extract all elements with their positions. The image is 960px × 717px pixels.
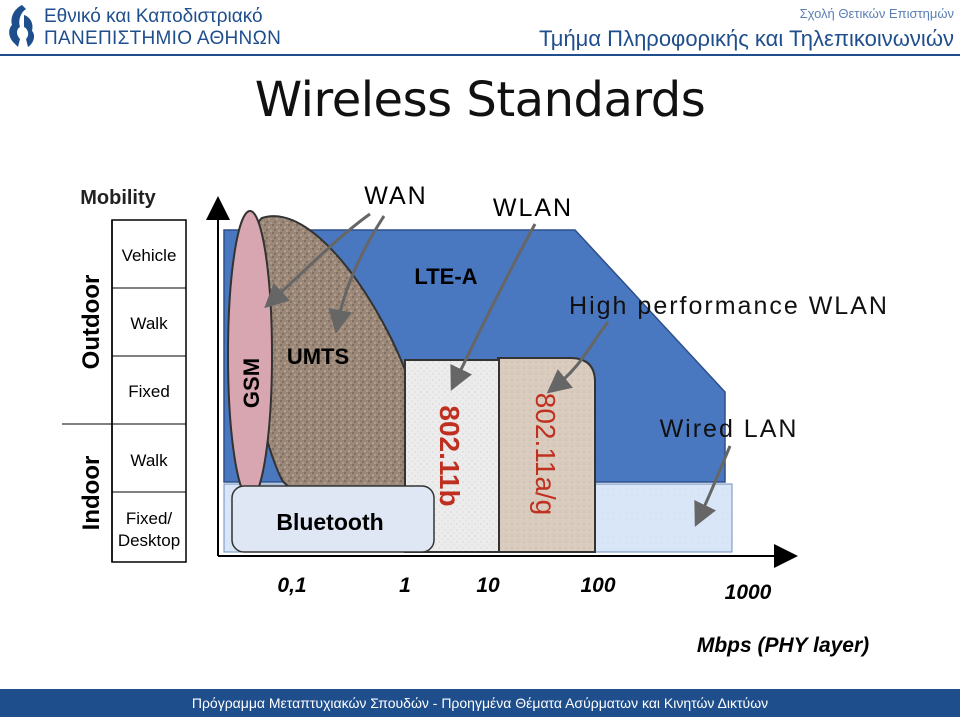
bluetooth-area	[231, 485, 435, 553]
wlan-80211ag-area	[497, 357, 596, 553]
x-tick-1: 1	[399, 574, 411, 597]
mobility-group-outdoor: Outdoor	[78, 275, 105, 370]
mobility-level-fixed-desktop-2: Desktop	[118, 531, 180, 550]
hp-wlan-label: High performance WLAN	[569, 292, 889, 320]
footer-bar: Πρόγραμμα Μεταπτυχιακών Σπουδών - Προηγμ…	[0, 689, 960, 717]
header-bar: Εθνικό και Καποδιστριακό ΠΑΝΕΠΙΣΤΗΜΙΟ ΑΘ…	[0, 0, 960, 56]
gsm-area	[227, 210, 273, 500]
wired-lan-label: Wired LAN	[660, 415, 799, 443]
bluetooth-label: Bluetooth	[276, 509, 383, 535]
university-name-line1: Εθνικό και Καποδιστριακό	[44, 6, 263, 27]
mobility-heading: Mobility	[80, 187, 156, 209]
school-name: Σχολή Θετικών Επιστημών	[799, 6, 954, 21]
mobility-level-walk-indoor: Walk	[130, 451, 168, 470]
wan-arrow-to-gsm	[264, 212, 371, 309]
wan-arrow-to-umts	[328, 215, 386, 334]
umts-label: UMTS	[287, 344, 349, 369]
x-tick-1000: 1000	[725, 581, 772, 604]
x-tick-100: 100	[580, 574, 615, 597]
mobility-level-walk-outdoor: Walk	[130, 314, 168, 333]
mobility-level-fixed-desktop-1: Fixed/	[126, 509, 173, 528]
wan-callout-label: WAN	[364, 182, 427, 210]
university-name-line2: ΠΑΝΕΠΙΣΤΗΜΙΟ ΑΘΗΝΩΝ	[44, 28, 282, 49]
x-tick-0-1: 0,1	[277, 574, 306, 597]
wired-lan-arrow	[694, 445, 732, 527]
gsm-label: GSM	[239, 358, 264, 408]
mobility-level-fixed: Fixed	[128, 382, 170, 401]
wireless-standards-diagram: Mobility Vehicle Walk Fixed Walk Fixed/ …	[62, 182, 889, 657]
x-tick-10: 10	[476, 574, 500, 597]
mobility-level-vehicle: Vehicle	[122, 246, 177, 265]
wlan-80211b-label: 802.11b	[434, 405, 465, 506]
wlan-arrow-to-80211b	[450, 223, 537, 391]
department-name: Τμήμα Πληροφορικής και Τηλεπικοινωνιών	[538, 26, 954, 51]
mobility-group-indoor: Indoor	[78, 456, 105, 531]
x-axis-label: Mbps (PHY layer)	[697, 634, 869, 657]
university-logo-icon	[9, 5, 35, 47]
lte-label: LTE-A	[414, 264, 477, 289]
wlan-callout-label: WLAN	[493, 194, 573, 222]
slide-title: Wireless Standards	[254, 72, 706, 128]
wlan-80211ag-label: 802.11a/g	[530, 393, 561, 516]
hp-wlan-arrow	[546, 321, 610, 394]
